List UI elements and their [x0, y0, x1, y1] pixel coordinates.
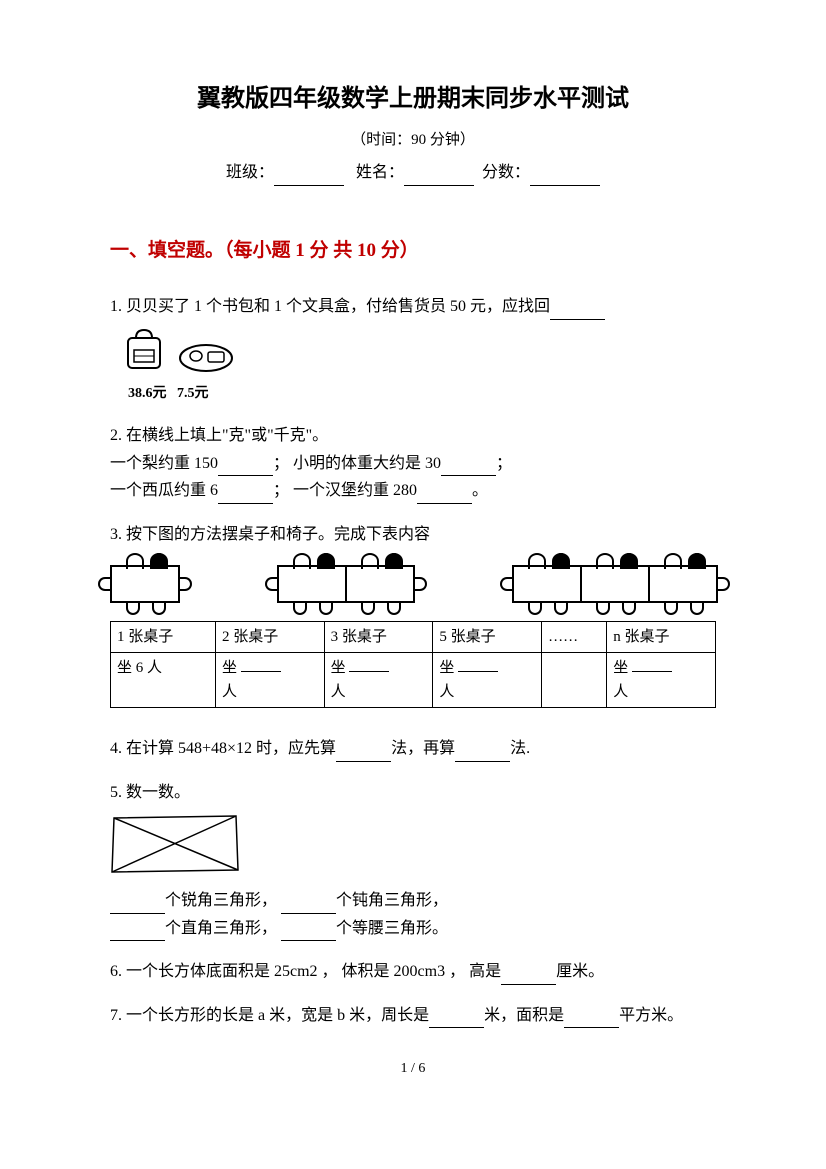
q5-l2a: 个直角三角形，: [165, 920, 277, 937]
q2-blank-1[interactable]: [218, 458, 273, 476]
q5-blank-2[interactable]: [281, 896, 336, 914]
q4-blank-2[interactable]: [455, 744, 510, 762]
question-7: 7. 一个长方形的长是 a 米，宽是 b 米，周长是 米，面积是 平方米。: [110, 1003, 716, 1029]
q3-blank-d[interactable]: [632, 658, 672, 672]
q2-blank-4[interactable]: [417, 486, 472, 504]
q6-b: 厘米。: [556, 963, 604, 980]
th-3: 3 张桌子: [324, 622, 433, 653]
question-6: 6. 一个长方体底面积是 25cm2 ， 体积是 200cm3 ， 高是 厘米。: [110, 959, 716, 985]
th-2: 2 张桌子: [215, 622, 324, 653]
q2-l3c: 。: [472, 482, 488, 499]
cell-3: 坐 人: [324, 653, 433, 708]
q7-blank-1[interactable]: [429, 1010, 484, 1028]
cell-2: 坐 人: [215, 653, 324, 708]
q3-table: 1 张桌子 2 张桌子 3 张桌子 5 张桌子 …… n 张桌子 坐 6 人 坐…: [110, 621, 716, 708]
table-row: 1 张桌子 2 张桌子 3 张桌子 5 张桌子 …… n 张桌子: [111, 622, 716, 653]
q7-b: 米，面积是: [484, 1007, 564, 1024]
class-blank[interactable]: [274, 168, 344, 186]
q3-text: 3. 按下图的方法摆桌子和椅子。完成下表内容: [110, 522, 716, 548]
q2-l2b: ； 小明的体重大约是 30: [273, 455, 441, 472]
q2-blank-3[interactable]: [218, 486, 273, 504]
q4-b: 法，再算: [391, 740, 455, 757]
q5-l1a: 个锐角三角形，: [165, 892, 277, 909]
q2-blank-2[interactable]: [441, 458, 496, 476]
name-blank[interactable]: [404, 168, 474, 186]
score-blank[interactable]: [530, 168, 600, 186]
q4-a: 4. 在计算 548+48×12 时，应先算: [110, 740, 336, 757]
q5-blank-3[interactable]: [110, 923, 165, 941]
q5-l1b: 个钝角三角形，: [336, 892, 448, 909]
question-2: 2. 在横线上填上"克"或"千克"。 一个梨约重 150 ； 小明的体重大约是 3…: [110, 423, 716, 504]
price-case: 7.5元: [177, 386, 209, 401]
question-5: 5. 数一数。 个锐角三角形， 个钝角三角形， 个直角三角形， 个等腰三角形。: [110, 780, 716, 941]
q6-blank[interactable]: [501, 967, 556, 985]
cell-5: [542, 653, 607, 708]
table-row: 坐 6 人 坐 人 坐 人 坐 人 坐 人: [111, 653, 716, 708]
q2-l3a: 一个西瓜约重 6: [110, 482, 218, 499]
score-label: 分数：: [482, 164, 530, 181]
q5-blank-1[interactable]: [110, 896, 165, 914]
q5-blank-4[interactable]: [281, 923, 336, 941]
q6-a: 6. 一个长方体底面积是 25cm2 ， 体积是 200cm3 ， 高是: [110, 963, 501, 980]
q4-c: 法.: [510, 740, 530, 757]
info-line: 班级： 姓名： 分数：: [110, 160, 716, 186]
price-bag: 38.6元: [128, 386, 167, 401]
question-4: 4. 在计算 548+48×12 时，应先算 法，再算 法.: [110, 736, 716, 762]
subtitle: （时间：90 分钟）: [110, 128, 716, 152]
q2-l3b: ； 一个汉堡约重 280: [273, 482, 417, 499]
th-4: 5 张桌子: [433, 622, 542, 653]
q7-blank-2[interactable]: [564, 1010, 619, 1028]
q3-blank-b[interactable]: [349, 658, 389, 672]
name-label: 姓名：: [356, 164, 404, 181]
q7-a: 7. 一个长方形的长是 a 米，宽是 b 米，周长是: [110, 1007, 429, 1024]
cell-6: 坐 人: [607, 653, 716, 708]
bag-and-case-icon: [120, 326, 234, 374]
q2-line1: 2. 在横线上填上"克"或"千克"。: [110, 423, 716, 449]
question-3: 3. 按下图的方法摆桌子和椅子。完成下表内容 1 张桌子 2 张桌子 3 张桌子…: [110, 522, 716, 709]
page-title: 翼教版四年级数学上册期末同步水平测试: [110, 80, 716, 118]
section-1-title: 一、填空题。（每小题 1 分 共 10 分）: [110, 236, 716, 266]
q2-l2c: ；: [496, 455, 512, 472]
page-number: 1 / 6: [110, 1058, 716, 1080]
q1-text: 1. 贝贝买了 1 个书包和 1 个文具盒，付给售货员 50 元，应找回: [110, 298, 550, 315]
cell-4: 坐 人: [433, 653, 542, 708]
q3-blank-c[interactable]: [458, 658, 498, 672]
q4-blank-1[interactable]: [336, 744, 391, 762]
price-labels: 38.6元 7.5元: [128, 383, 716, 405]
th-5: ……: [542, 622, 607, 653]
class-label: 班级：: [226, 164, 274, 181]
tables-diagram: [110, 565, 716, 603]
q5-l2b: 个等腰三角形。: [336, 920, 448, 937]
q3-blank-a[interactable]: [241, 658, 281, 672]
rectangle-x-icon: [110, 814, 240, 874]
cell-1: 坐 6 人: [111, 653, 216, 708]
th-1: 1 张桌子: [111, 622, 216, 653]
q1-blank[interactable]: [550, 302, 605, 320]
th-6: n 张桌子: [607, 622, 716, 653]
q7-c: 平方米。: [619, 1007, 683, 1024]
question-1: 1. 贝贝买了 1 个书包和 1 个文具盒，付给售货员 50 元，应找回 38.…: [110, 294, 716, 405]
q2-l2a: 一个梨约重 150: [110, 455, 218, 472]
q5-title: 5. 数一数。: [110, 780, 716, 806]
